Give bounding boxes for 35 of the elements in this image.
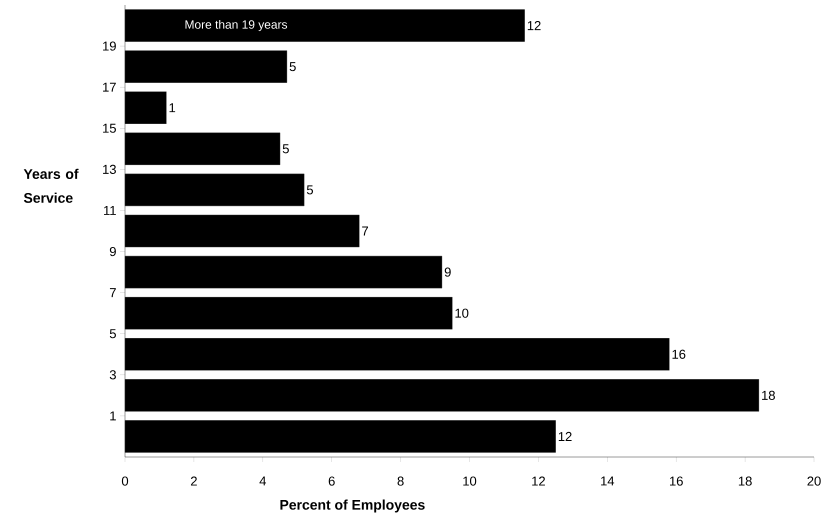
data-label: 1 — [170, 103, 176, 112]
y-tick-label: 19 — [103, 42, 116, 51]
data-label: 16 — [672, 350, 686, 359]
data-label: 10 — [455, 308, 468, 318]
x-tick-label: 8 — [398, 476, 404, 486]
data-label: 12 — [528, 21, 541, 30]
y-tick-label: 13 — [103, 164, 116, 174]
y-tick-label: 3 — [110, 370, 116, 380]
y-axis-title: Years of Service — [24, 168, 79, 203]
y-tick-label: 7 — [110, 288, 116, 298]
data-label: 9 — [444, 268, 451, 277]
x-axis-title: Percent of Employees — [280, 500, 425, 513]
x-tick-label: 6 — [328, 476, 335, 486]
x-tick-label: 14 — [601, 476, 614, 486]
y-tick-label: 17 — [103, 82, 116, 92]
data-label: 18 — [762, 390, 775, 400]
y-tick-label: 1 — [110, 411, 116, 420]
x-tick-label: 10 — [463, 476, 476, 486]
y-tick-label: 11 — [104, 206, 116, 215]
y-tick-label: 9 — [110, 246, 116, 256]
y-tick-label: 5 — [110, 329, 116, 338]
x-tick-label: 4 — [260, 476, 266, 486]
data-label: 5 — [290, 62, 296, 72]
data-label: 5 — [282, 144, 289, 154]
x-tick-label: 0 — [122, 476, 128, 486]
data-label: 5 — [306, 185, 313, 194]
x-tick-label: 18 — [738, 476, 752, 486]
x-tick-label: 2 — [190, 476, 197, 486]
x-tick-label: 16 — [670, 476, 683, 486]
x-tick-label: 12 — [532, 476, 545, 486]
y-tick-label: 15 — [103, 124, 116, 133]
x-tick-label: 20 — [807, 476, 821, 486]
data-label: 12 — [558, 432, 572, 441]
data-label: 7 — [362, 226, 368, 236]
annotation: More than 19 years — [186, 20, 288, 32]
